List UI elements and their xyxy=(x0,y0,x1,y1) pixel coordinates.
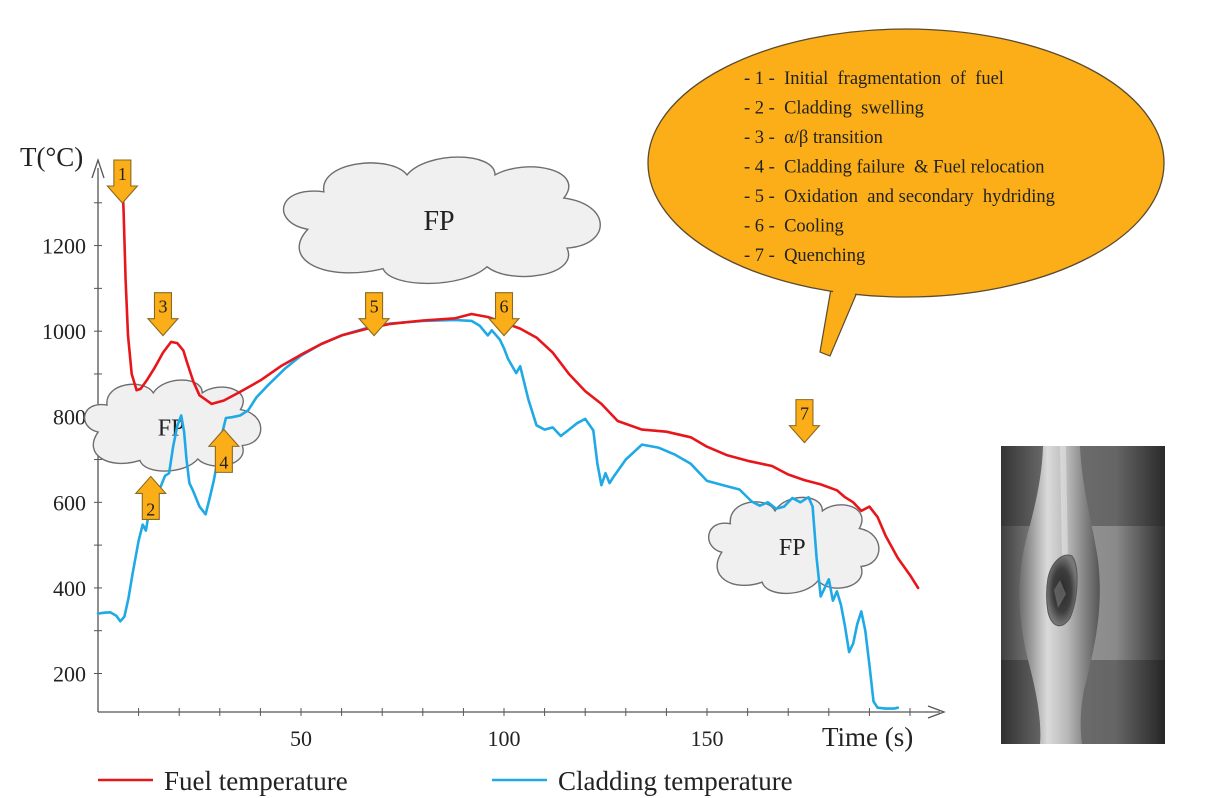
cloud-shape xyxy=(282,156,601,285)
y-axis-arrow xyxy=(91,157,105,179)
x-tick-label: 100 xyxy=(488,726,521,751)
annotation-item: - 6 - Cooling xyxy=(744,217,844,237)
series-line xyxy=(121,180,920,590)
y-tick-label: 200 xyxy=(53,661,86,686)
cladding-photo xyxy=(1001,446,1165,744)
annotation-item: - 4 - Cladding failure & Fuel relocation xyxy=(744,158,1045,178)
y-tick-label: 1200 xyxy=(42,234,86,259)
marker-arrow xyxy=(788,399,821,444)
marker-number: 7 xyxy=(800,404,809,424)
marker-number: 6 xyxy=(500,297,509,317)
step-markers: 1 2 3 4 5 6 7 xyxy=(106,159,821,520)
marker-arrow xyxy=(357,292,391,337)
marker-number: 3 xyxy=(158,297,167,317)
step-marker: 4 xyxy=(207,428,241,473)
x-tick-label: 50 xyxy=(290,726,312,751)
step-marker: 7 xyxy=(788,399,821,444)
x-tick-label: 150 xyxy=(691,726,724,751)
marker-arrow xyxy=(487,292,521,337)
legend: Fuel temperature Cladding temperature xyxy=(98,766,793,796)
cloud-shape xyxy=(708,496,880,595)
x-axis-title: Time (s) xyxy=(822,722,913,752)
legend-entry: Fuel temperature xyxy=(98,766,348,796)
marker-number: 1 xyxy=(118,164,127,184)
cloud-label: FP xyxy=(779,535,806,561)
series-layer xyxy=(96,180,920,710)
step-marker: 3 xyxy=(146,292,180,337)
marker-arrow xyxy=(106,159,139,204)
step-marker: 1 xyxy=(106,159,139,204)
annotation-item: - 2 - Cladding swelling xyxy=(744,99,924,119)
step-marker: 6 xyxy=(487,292,521,337)
annotation-item: - 1 - Initial fragmentation of fuel xyxy=(744,69,1004,89)
y-tick-label: 400 xyxy=(53,576,86,601)
y-tick-label: 600 xyxy=(53,490,86,515)
legend-label: Fuel temperature xyxy=(164,766,348,796)
fp-cloud: FP xyxy=(708,496,880,595)
annotation-bubble xyxy=(647,28,1165,357)
cloud-label: FP xyxy=(423,206,454,237)
marker-arrow xyxy=(134,475,167,520)
legend-label: Cladding temperature xyxy=(558,766,793,796)
annotation-item: - 3 - α/β transition xyxy=(744,128,883,148)
fp-cloud: FP xyxy=(282,156,601,285)
annotation-item: - 5 - Oxidation and secondary hydriding xyxy=(744,187,1055,207)
marker-number: 2 xyxy=(146,499,155,519)
step-marker: 5 xyxy=(357,292,391,337)
y-tick-label: 1000 xyxy=(42,319,86,344)
axes: 200 400 600 800 1000 1200 50 100 150 T(°C) Time (s… xyxy=(20,142,946,752)
annotation-list: - 1 - Initial fragmentation of fuel - 2 -… xyxy=(744,69,1055,266)
series-line xyxy=(96,318,900,710)
x-axis-arrow xyxy=(927,705,946,719)
marker-number: 5 xyxy=(370,297,379,317)
annotation-item: - 7 - Quenching xyxy=(744,246,865,266)
marker-arrow xyxy=(146,292,180,337)
marker-arrow xyxy=(207,428,241,473)
marker-number: 4 xyxy=(219,452,228,472)
y-axis-title: T(°C) xyxy=(20,142,83,172)
y-tick-label: 800 xyxy=(53,405,86,430)
step-marker: 2 xyxy=(134,475,167,520)
legend-entry: Cladding temperature xyxy=(492,766,793,796)
